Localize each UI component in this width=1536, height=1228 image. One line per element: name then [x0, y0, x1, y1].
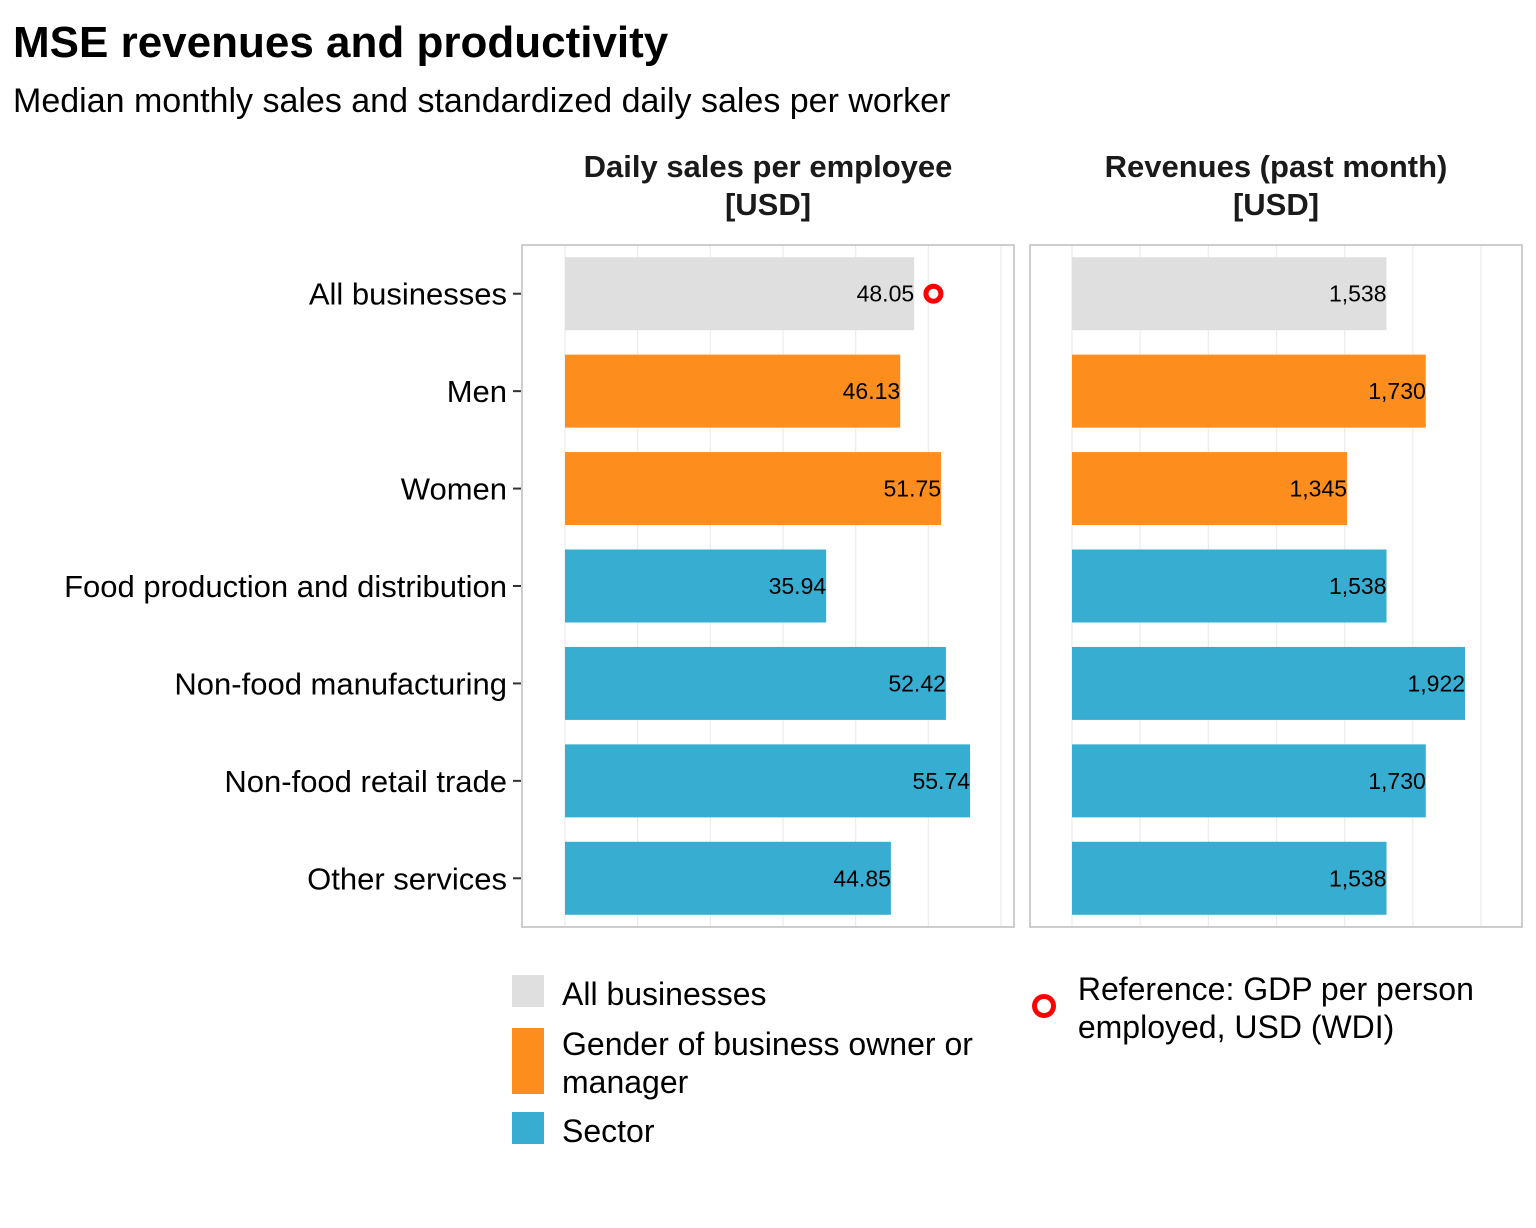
category-label: Non-food manufacturing: [174, 666, 507, 701]
panel-title-line2: [USD]: [725, 187, 811, 222]
panel-title-line1: Revenues (past month): [1105, 149, 1448, 184]
legend-label-gender: Gender of business owner or manager: [562, 1026, 973, 1100]
legend-item-sector: Sector: [512, 1112, 992, 1150]
bar: [565, 452, 942, 526]
category-label: Other services: [307, 861, 507, 896]
legend-label-reference: Reference: GDP per person employed, USD …: [1077, 971, 1474, 1045]
bar: [1072, 257, 1387, 331]
value-label: 1,538: [1329, 865, 1387, 891]
bar: [1072, 549, 1387, 623]
value-label: 35.94: [769, 573, 827, 599]
panel-title-line1: Daily sales per employee: [584, 149, 953, 184]
reference-marker-icon: [1032, 994, 1056, 1018]
bar: [1072, 354, 1426, 428]
bar: [1072, 646, 1466, 720]
legend-item-reference: Reference: GDP per person employed, USD …: [1032, 970, 1532, 1046]
category-label: Food production and distribution: [64, 569, 507, 604]
bar: [565, 744, 971, 818]
chart-title: MSE revenues and productivity: [13, 18, 669, 67]
bar: [565, 646, 946, 720]
panel-title-line2: [USD]: [1233, 187, 1319, 222]
value-label: 55.74: [912, 768, 970, 794]
category-label: Non-food retail trade: [224, 764, 507, 799]
bar: [565, 354, 901, 428]
legend-swatch-all: [512, 975, 544, 1007]
value-label: 1,345: [1289, 476, 1347, 502]
legend-label-all: All businesses: [562, 976, 767, 1012]
bar: [1072, 841, 1387, 915]
value-label: 1,538: [1329, 281, 1387, 307]
legend-swatch-gender: [512, 1028, 544, 1094]
bar: [565, 549, 827, 623]
value-label: 44.85: [833, 865, 891, 891]
category-label: Men: [447, 374, 507, 409]
value-label: 1,922: [1407, 670, 1465, 696]
bar: [1072, 744, 1426, 818]
panel-border: [521, 244, 1015, 928]
legend-swatch-sector: [512, 1112, 544, 1144]
category-label: Women: [401, 472, 507, 507]
value-label: 51.75: [883, 476, 941, 502]
bar: [565, 841, 891, 915]
panel-border: [1029, 244, 1523, 928]
value-label: 1,538: [1329, 573, 1387, 599]
value-label: 48.05: [857, 281, 915, 307]
value-label: 1,730: [1368, 378, 1426, 404]
value-label: 52.42: [888, 670, 946, 696]
chart-subtitle: Median monthly sales and standardized da…: [13, 82, 951, 120]
bar: [565, 257, 915, 331]
category-label: All businesses: [309, 277, 507, 312]
legend-item-gender: Gender of business owner or manager: [512, 1025, 992, 1101]
bar: [1072, 452, 1348, 526]
value-label: 46.13: [843, 378, 901, 404]
value-label: 1,730: [1368, 768, 1426, 794]
legend-item-all: All businesses: [512, 975, 992, 1013]
reference-point: [923, 283, 944, 304]
legend-label-sector: Sector: [562, 1113, 655, 1149]
